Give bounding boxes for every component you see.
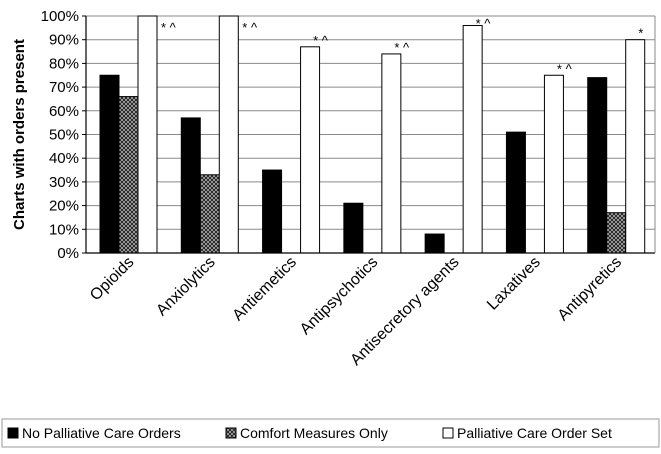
y-tick-label: 90% [49, 32, 79, 49]
significance-marker: * ^ [557, 61, 573, 76]
x-axis-ticks: Opioids Anxiolytics AntiemeticsAntipsychot… [87, 254, 625, 369]
bar-no-palliative-care-orders [424, 233, 445, 254]
bar-palliative-care-order-set [543, 74, 564, 254]
y-tick-label: 70% [49, 79, 79, 96]
y-tick-label: 60% [49, 103, 79, 120]
significance-marker: * ^ [394, 40, 410, 55]
legend-label: No Palliative Care Orders [22, 425, 181, 441]
x-tick-label: Antipsychotics [297, 254, 381, 338]
y-axis-label: Charts with orders present [11, 39, 28, 230]
y-tick-label: 50% [49, 127, 79, 144]
bar-no-palliative-care-orders [99, 74, 120, 254]
annotations: * ^ * ^ * ^ * ^ * ^ * ^ * [161, 16, 643, 76]
bar-palliative-care-order-set [218, 15, 239, 254]
significance-marker: * ^ [476, 16, 492, 31]
x-tick-label: Antipyretics [555, 254, 626, 325]
bar-no-palliative-care-orders [587, 77, 608, 254]
legend-swatch [442, 427, 454, 439]
bar-comfort-measures-only [606, 212, 627, 254]
legend-swatch [7, 427, 19, 439]
legend-swatch [225, 427, 237, 439]
significance-marker: * ^ [313, 33, 329, 48]
bar-no-palliative-care-orders [343, 202, 364, 254]
legend-label: Comfort Measures Only [240, 425, 388, 441]
x-tick-label: Laxatives [484, 254, 544, 314]
y-tick-label: 30% [49, 174, 79, 191]
x-tick-label: Opioids [87, 254, 137, 304]
axes [85, 16, 656, 254]
y-tick-label: 80% [49, 55, 79, 72]
significance-marker: * ^ [242, 20, 258, 35]
bar-no-palliative-care-orders [505, 131, 526, 254]
significance-marker: * ^ [161, 20, 177, 35]
bar-no-palliative-care-orders [262, 169, 283, 254]
bar-palliative-care-order-set [625, 39, 646, 254]
y-axis-ticks: 0% 10% 20% 30% 40% 50% 60% 70% 80% 90% 100% [41, 8, 86, 262]
x-tick-label: Anxiolytics [153, 254, 218, 319]
y-tick-label: 100% [41, 8, 79, 25]
bar-no-palliative-care-orders [180, 117, 201, 254]
bar-comfort-measures-only [118, 96, 139, 254]
bar-palliative-care-order-set [300, 46, 321, 254]
y-tick-label: 10% [49, 221, 79, 238]
bar-palliative-care-order-set [137, 15, 158, 254]
y-tick-label: 40% [49, 150, 79, 167]
bar-comfort-measures-only [199, 174, 220, 254]
significance-marker: * [638, 26, 643, 41]
legend-label: Palliative Care Order Set [457, 425, 612, 441]
bar-palliative-care-order-set [462, 24, 483, 254]
y-tick-label: 0% [57, 245, 79, 262]
grid-lines [86, 15, 655, 230]
y-tick-label: 20% [49, 198, 79, 215]
bar-palliative-care-order-set [381, 53, 402, 254]
x-tick-label: Antiemetics [230, 254, 301, 325]
legend: No Palliative Care Orders Comfort Measure… [1, 418, 660, 448]
legend-box [1, 418, 660, 448]
